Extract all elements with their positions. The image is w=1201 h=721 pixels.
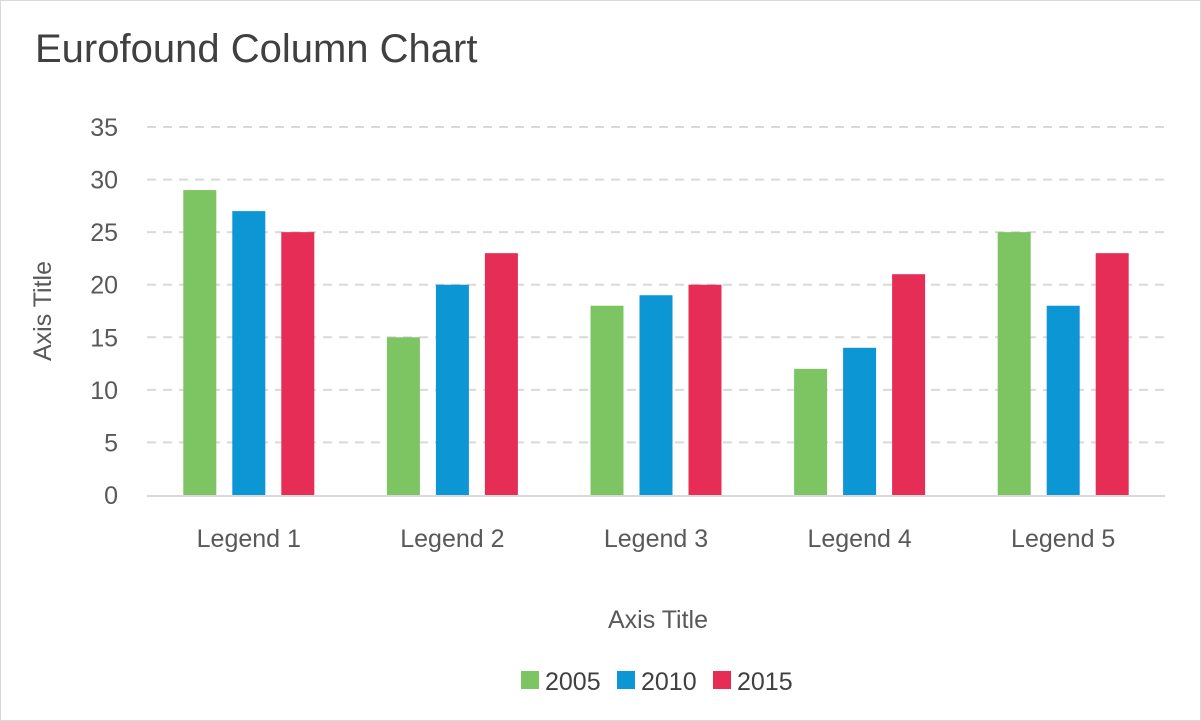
legend-label-2010: 2010 (641, 668, 697, 696)
legend-label-2015: 2015 (737, 668, 793, 696)
y-tick-label: 30 (90, 167, 118, 195)
y-tick-label: 25 (90, 219, 118, 247)
y-tick-label: 5 (104, 429, 118, 457)
x-tick-label: Legend 3 (604, 525, 708, 553)
bar-2010 (843, 347, 877, 495)
bar-2015 (892, 274, 926, 495)
bar-2010 (639, 295, 673, 495)
bar-2015 (1095, 253, 1129, 495)
y-tick-label: 20 (90, 272, 118, 300)
x-tick-label: Legend 5 (1011, 525, 1115, 553)
x-tick-label: Legend 2 (400, 525, 504, 553)
y-tick-label: 10 (90, 377, 118, 405)
y-tick-label: 15 (90, 324, 118, 352)
bar-2010 (232, 211, 266, 495)
bar-2015 (688, 284, 722, 495)
bar-2015 (281, 232, 315, 495)
legend-swatch-2010 (617, 671, 635, 689)
bar-2005 (590, 305, 624, 495)
y-tick-label: 0 (104, 482, 118, 510)
bar-2005 (183, 190, 217, 496)
bar-2010 (1046, 305, 1080, 495)
legend-swatch-2015 (713, 671, 731, 689)
legend-swatch-2005 (521, 671, 539, 689)
bar-2010 (435, 284, 469, 495)
x-tick-label: Legend 1 (197, 525, 301, 553)
legend-label-2005: 2005 (545, 668, 601, 696)
x-axis-title: Axis Title (608, 606, 708, 634)
y-axis-title: Axis Title (29, 261, 57, 361)
bar-2005 (997, 232, 1031, 495)
bar-2015 (484, 253, 518, 495)
y-tick-label: 35 (90, 114, 118, 142)
chart-title: Eurofound Column Chart (35, 27, 478, 71)
bar-2005 (386, 337, 420, 495)
x-tick-label: Legend 4 (807, 525, 911, 553)
bar-2005 (794, 368, 828, 495)
